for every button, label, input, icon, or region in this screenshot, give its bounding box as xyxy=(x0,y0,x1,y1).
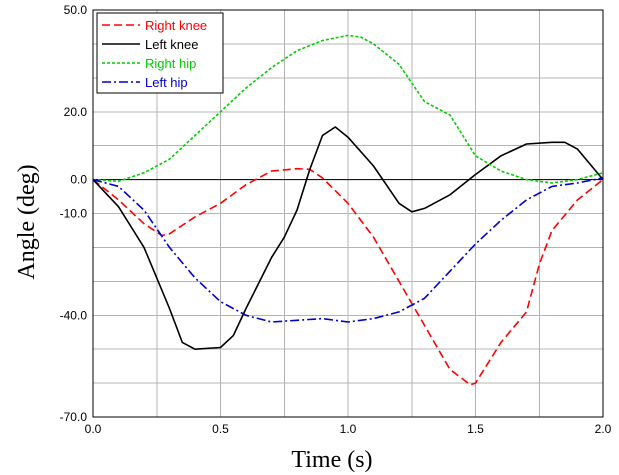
x-tick-labels: 0.0 0.5 1.0 1.5 2.0 xyxy=(85,422,612,436)
legend-label: Right hip xyxy=(145,56,196,71)
legend: Right knee Left knee Right hip Left hip xyxy=(96,12,224,94)
x-tick-label: 0.0 xyxy=(85,422,102,436)
series-line-left-knee xyxy=(92,126,604,351)
legend-box xyxy=(96,12,224,94)
y-tick-labels: 50.0 20.0 0.0 -10.0 -40.0 -70.0 xyxy=(60,3,88,424)
y-tick-label: -10.0 xyxy=(60,207,88,221)
y-tick-label: 20.0 xyxy=(64,105,88,119)
legend-label: Right knee xyxy=(145,18,207,33)
x-tick-label: 1.5 xyxy=(467,422,484,436)
y-tick-label: -70.0 xyxy=(60,410,88,424)
y-tick-label: 50.0 xyxy=(64,3,88,17)
series-line-right-knee xyxy=(92,167,604,386)
y-tick-label: 0.0 xyxy=(70,173,87,187)
legend-label: Left knee xyxy=(145,37,199,52)
series-line-left-hip xyxy=(92,177,604,323)
plot-frame xyxy=(92,9,604,418)
legend-label: Left hip xyxy=(145,75,188,90)
series-group xyxy=(92,34,604,386)
x-tick-label: 0.5 xyxy=(212,422,229,436)
y-tick-label: -40.0 xyxy=(60,308,88,322)
y-axis-title: Angle (deg) xyxy=(14,164,40,279)
series-line-right-hip xyxy=(92,34,604,184)
x-axis-title: Time (s) xyxy=(291,447,372,473)
x-tick-label: 2.0 xyxy=(595,422,612,436)
x-tick-label: 1.0 xyxy=(340,422,357,436)
